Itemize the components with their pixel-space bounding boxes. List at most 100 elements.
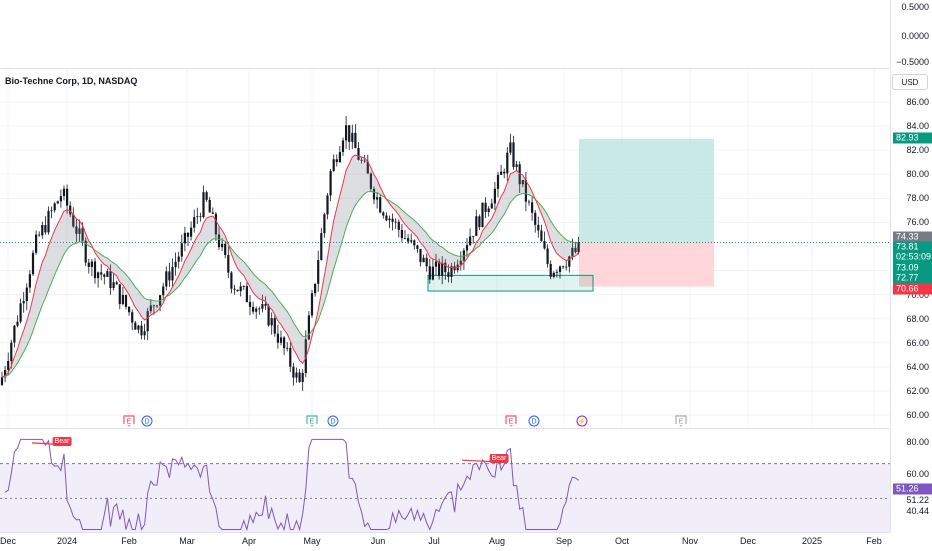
dividend-icon[interactable]: D	[327, 415, 339, 427]
candle-body	[131, 312, 134, 323]
candle-body	[72, 214, 75, 227]
ema-fast-line	[1, 154, 579, 378]
candle-body	[35, 234, 38, 253]
candle-body	[106, 271, 109, 277]
time-axis-label: Nov	[681, 536, 699, 546]
candle-body	[413, 240, 416, 246]
split-icon[interactable]: ⚡	[576, 415, 588, 427]
time-axis[interactable]	[0, 532, 890, 551]
candle-body	[360, 159, 363, 161]
price-scale-tick: 80.00	[906, 169, 929, 180]
candle-body	[537, 224, 540, 231]
top-indicator-scale[interactable]: 0.5000 0.0000 −0.5000	[890, 0, 932, 68]
candle-body	[354, 132, 357, 148]
top-scale-tick: 0.5000	[901, 2, 929, 12]
dividend-icon[interactable]: D	[528, 415, 540, 427]
earnings-icon[interactable]: E	[675, 415, 687, 427]
candle-body	[38, 234, 41, 236]
candle-body	[217, 234, 221, 248]
candle-body	[459, 260, 462, 265]
currency-selector[interactable]: USD	[892, 74, 928, 90]
candle-body	[397, 221, 400, 230]
candle-body	[546, 248, 549, 264]
rsi-scale[interactable]: 80.00 60.00 51.26 51.22 40.44	[890, 428, 932, 532]
candle-body	[180, 243, 183, 257]
candle-body	[221, 243, 224, 248]
candle-body	[255, 308, 258, 312]
price-badge: 73.81	[893, 241, 932, 253]
candle-body	[81, 228, 84, 241]
earnings-icon[interactable]: E	[123, 415, 135, 427]
candle-body	[410, 240, 413, 242]
candle-body	[298, 372, 301, 382]
candle-body	[155, 305, 159, 307]
candle-body	[304, 339, 307, 373]
candle-body	[134, 322, 137, 330]
chart-title: Bio-Techne Corp, 1D, NASDAQ	[5, 76, 138, 86]
support-zone	[427, 274, 594, 292]
candle-body	[521, 180, 524, 185]
candle-body	[69, 205, 72, 215]
price-badge: 72.77	[893, 272, 932, 284]
candle-body	[279, 337, 283, 343]
candle-body	[348, 125, 351, 142]
candle-body	[236, 289, 239, 292]
candle-body	[59, 196, 62, 202]
price-chart[interactable]	[0, 69, 890, 427]
candle-body	[509, 142, 512, 153]
earnings-icon[interactable]: E	[306, 415, 318, 427]
dividend-icon[interactable]: D	[141, 415, 153, 427]
candle-body	[543, 241, 546, 249]
price-scale-tick: 76.00	[906, 217, 929, 228]
candle-body	[465, 245, 469, 251]
candle-body	[13, 325, 16, 343]
candle-body	[140, 325, 143, 336]
candle-body	[503, 171, 506, 174]
candle-body	[388, 218, 391, 221]
candle-body	[292, 366, 295, 378]
time-axis-label: Mar	[179, 536, 195, 546]
candle-body	[168, 271, 171, 281]
rsi-scale-tick: 60.00	[906, 469, 929, 479]
candle-body	[25, 287, 28, 302]
candle-body	[310, 293, 314, 316]
price-scale[interactable]: 86.0084.0082.0080.0078.0076.0074.0072.00…	[890, 69, 932, 427]
candle-body	[351, 132, 354, 142]
time-axis-label: 2024	[56, 536, 78, 546]
candle-body	[391, 218, 394, 222]
candle-body	[103, 274, 106, 277]
price-scale-tick: 62.00	[906, 385, 929, 396]
candle-body	[326, 195, 329, 215]
earnings-icon[interactable]: E	[505, 415, 517, 427]
candle-body	[394, 221, 397, 223]
price-badge: 82.93	[893, 132, 932, 144]
candle-body	[341, 140, 345, 153]
candle-body	[562, 266, 565, 268]
rsi-pane[interactable]	[0, 428, 890, 533]
price-pane[interactable]	[0, 69, 890, 427]
candle-body	[264, 304, 267, 306]
rsi-chart[interactable]	[0, 429, 890, 533]
candle-body	[252, 306, 255, 312]
candle-body	[112, 282, 115, 289]
candle-body	[335, 159, 338, 163]
candle-body	[317, 260, 320, 284]
candle-body	[174, 261, 177, 268]
candle-body	[527, 201, 531, 203]
candle-body	[152, 305, 155, 307]
price-badge: 73.09	[893, 262, 932, 274]
candle-body	[366, 161, 369, 174]
candle-body	[332, 159, 335, 171]
rsi-scale-tick: 80.00	[906, 437, 929, 447]
candle-body	[568, 256, 571, 267]
candle-body	[28, 274, 31, 288]
candle-body	[87, 262, 90, 267]
candle-body	[183, 232, 186, 244]
candle-body	[214, 213, 217, 235]
candle-body	[121, 294, 124, 305]
candle-body	[270, 318, 273, 326]
candle-body	[146, 311, 149, 332]
candle-body	[258, 308, 261, 310]
stop-zone	[579, 242, 714, 287]
candle-body	[493, 188, 496, 204]
